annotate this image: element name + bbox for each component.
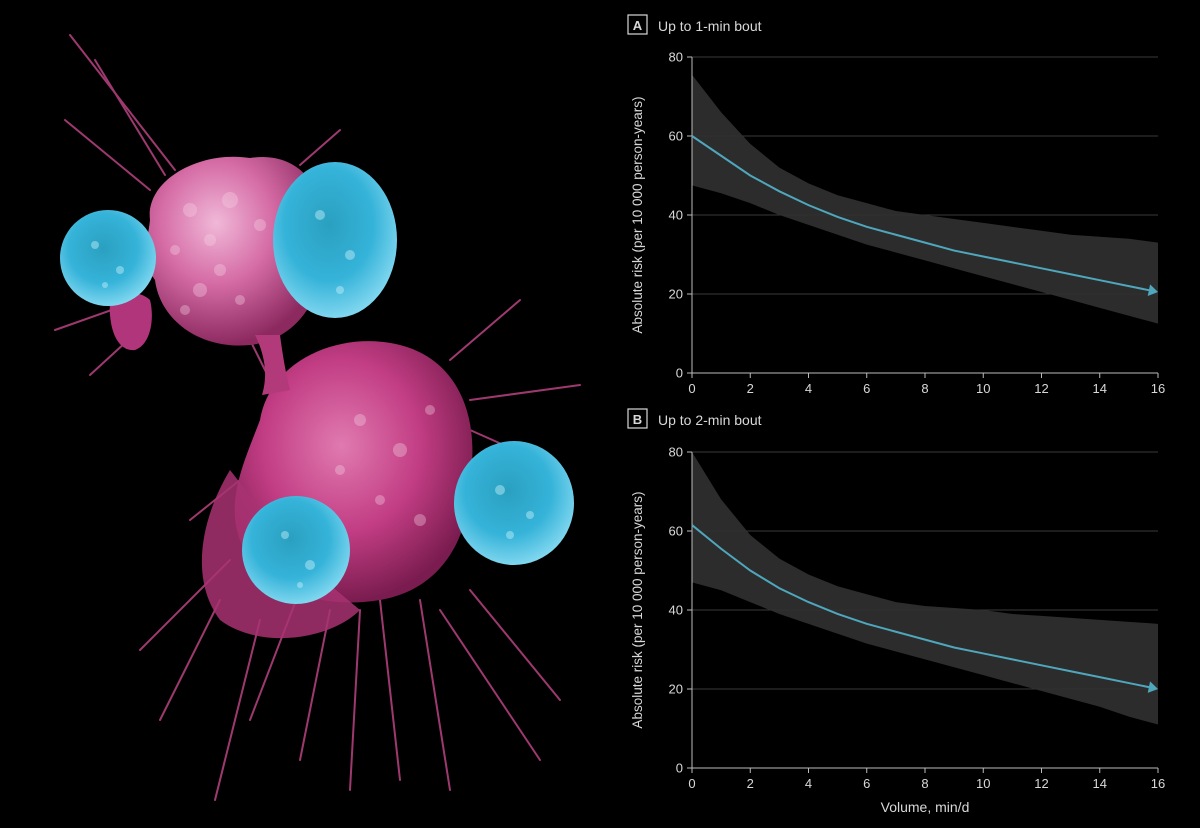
x-tick-label: 14: [1093, 776, 1107, 791]
estimate-line: [691, 135, 1151, 292]
panel-letter-box: A: [627, 14, 648, 35]
x-tick-label: 2: [747, 381, 754, 396]
panel-b: B Up to 2-min bout 0 20 40 60 80 0 2 4 6 8 10 12 14 16 A…: [627, 408, 1165, 815]
panel-title: Up to 2-min bout: [658, 412, 762, 428]
y-axis-label: Absolute risk (per 10 000 person-years): [630, 96, 645, 333]
y-tick-label: 60: [669, 524, 683, 539]
x-tick-label: 8: [921, 381, 928, 396]
cyan-cell-top: [273, 162, 397, 318]
x-tick-label: 4: [805, 381, 812, 396]
x-tick-label: 6: [863, 381, 870, 396]
cyan-cell-left: [60, 210, 156, 306]
x-tick-label: 0: [688, 381, 695, 396]
magenta-fragment: [109, 292, 152, 351]
x-tick-label: 10: [976, 776, 990, 791]
panel-letter-box: B: [627, 408, 648, 429]
x-tick-label: 10: [976, 381, 990, 396]
line-arrow-head: [1147, 681, 1158, 693]
x-tick-label: 16: [1151, 381, 1165, 396]
x-tick-label: 12: [1034, 776, 1048, 791]
cyan-cell-bottom: [242, 496, 350, 604]
x-tick-label: 12: [1034, 381, 1048, 396]
x-tick-label: 14: [1093, 381, 1107, 396]
x-tick-label: 6: [863, 776, 870, 791]
panel-letter: A: [633, 18, 643, 33]
panel-letter: B: [633, 412, 642, 427]
cyan-texture: [91, 210, 534, 588]
cyan-cell-right: [454, 441, 574, 565]
line-arrow-head: [1147, 284, 1158, 296]
panel-a: A Up to 1-min bout 0 20 40 60 80 0 2 4 6 8 10 12 14 16 A…: [627, 14, 1165, 396]
estimate-line: [691, 524, 1151, 689]
y-tick-label: 80: [669, 50, 683, 65]
x-axis-label: Volume, min/d: [881, 799, 970, 815]
x-tick-label: 0: [688, 776, 695, 791]
y-tick-label: 20: [669, 682, 683, 697]
y-tick-label: 20: [669, 287, 683, 302]
magenta-cell-upper: [146, 156, 322, 346]
panel-title: Up to 1-min bout: [658, 18, 762, 34]
confidence-band: [692, 452, 1158, 725]
y-axis-label: Absolute risk (per 10 000 person-years): [630, 491, 645, 728]
x-tick-label: 16: [1151, 776, 1165, 791]
x-tick-label: 4: [805, 776, 812, 791]
y-tick-label: 0: [676, 366, 683, 381]
magenta-cell-neck: [255, 335, 290, 395]
y-tick-label: 40: [669, 603, 683, 618]
y-tick-label: 60: [669, 129, 683, 144]
y-tick-label: 40: [669, 208, 683, 223]
cell-micrograph-illustration: [54, 34, 581, 801]
y-tick-label: 0: [676, 761, 683, 776]
cell-texture: [170, 192, 435, 526]
x-tick-label: 8: [921, 776, 928, 791]
y-tick-label: 80: [669, 445, 683, 460]
x-tick-label: 2: [747, 776, 754, 791]
confidence-band: [692, 74, 1158, 324]
